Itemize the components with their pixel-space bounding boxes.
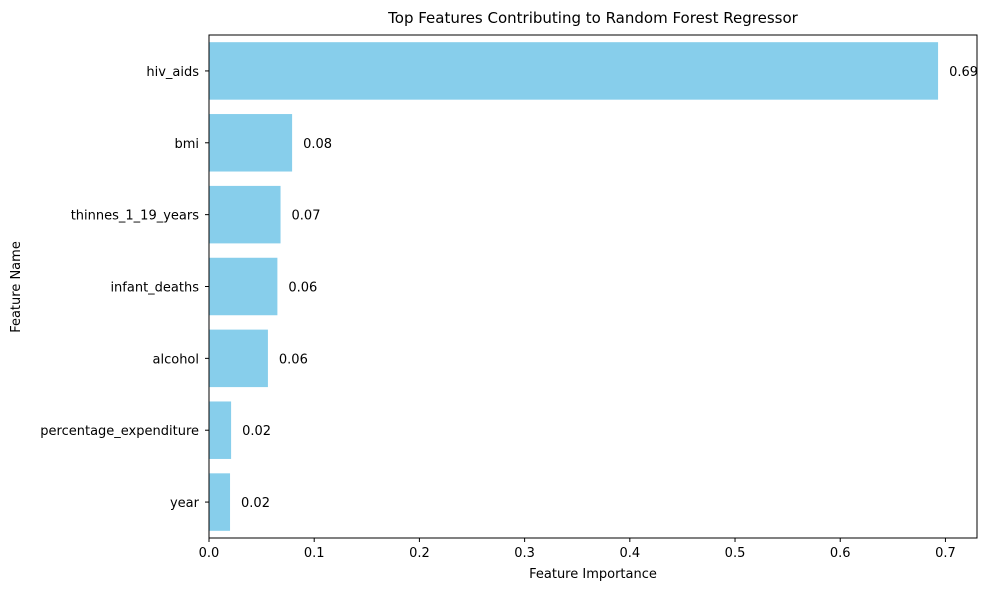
y-tick-label-bmi: bmi: [174, 137, 199, 152]
plot-frame: [208, 34, 978, 539]
value-label-infant-deaths: 0.06: [288, 281, 317, 296]
y-tick-label-infant-deaths: infant_deaths: [110, 281, 199, 296]
y-tick-label-percentage-expenditure: percentage_expenditure: [40, 424, 199, 439]
x-ticks-layer: 0.0 0.1 0.2 0.3 0.4 0.5 0.6 0.7: [199, 538, 956, 561]
value-label-percentage-expenditure: 0.02: [242, 424, 271, 439]
value-label-alcohol: 0.06: [279, 352, 308, 367]
bar-infant-deaths: [209, 257, 278, 316]
y-axis-label: Feature Name: [9, 241, 24, 333]
value-label-hiv-aids: 0.69: [949, 65, 978, 80]
bar-hiv-aids: [209, 42, 939, 100]
x-tick-label: 0.6: [830, 546, 851, 561]
bar-bmi: [209, 114, 293, 172]
x-axis-label: Feature Importance: [529, 567, 657, 582]
y-tick-label-thinnes-1-19-years: thinnes_1_19_years: [71, 209, 200, 224]
bar-alcohol: [209, 329, 268, 388]
x-tick-label: 0.4: [619, 546, 640, 561]
value-labels-layer: 0.69 0.08 0.07 0.06 0.06 0.02 0.02: [241, 65, 978, 511]
value-label-year: 0.02: [241, 496, 270, 511]
chart-title: Top Features Contributing to Random Fore…: [387, 9, 798, 27]
x-tick-label: 0.2: [409, 546, 430, 561]
y-tick-label-hiv-aids: hiv_aids: [146, 65, 199, 80]
bars-layer: [209, 42, 939, 531]
value-label-bmi: 0.08: [303, 137, 332, 152]
bar-year: [209, 473, 231, 531]
y-tick-label-alcohol: alcohol: [153, 352, 199, 367]
x-tick-label: 0.5: [725, 546, 746, 561]
x-tick-label: 0.1: [304, 546, 325, 561]
x-tick-label: 0.7: [935, 546, 956, 561]
x-tick-label: 0.3: [514, 546, 535, 561]
y-tick-label-year: year: [170, 496, 200, 511]
x-tick-label: 0.0: [199, 546, 220, 561]
value-label-thinnes-1-19-years: 0.07: [292, 209, 321, 224]
bar-percentage-expenditure: [209, 401, 232, 459]
bar-thinnes-1-19-years: [209, 185, 281, 244]
